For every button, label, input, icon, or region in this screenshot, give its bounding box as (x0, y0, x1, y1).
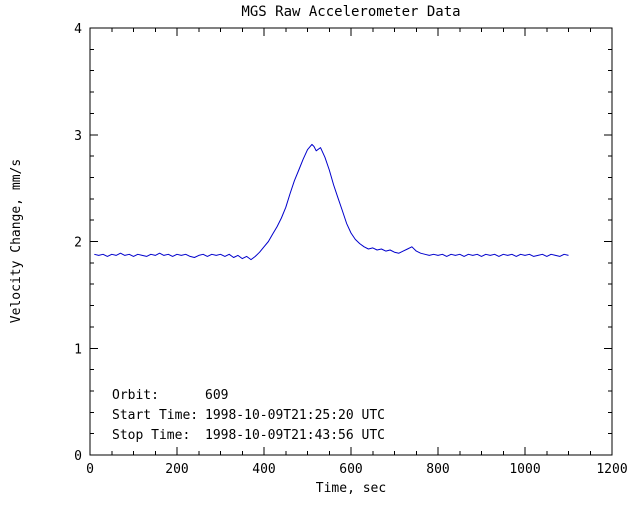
velocity-change-line (94, 143, 569, 261)
axes: 0 200 400 600 800 1000 1200 0 1 2 3 4 (74, 22, 627, 477)
y-tick-label: 2 (74, 236, 82, 251)
start-time-value: 1998-10-09T21:25:20 UTC (205, 408, 385, 423)
x-tick-label: 800 (426, 462, 449, 477)
stop-time-value: 1998-10-09T21:43:56 UTC (205, 428, 385, 443)
orbit-value: 609 (205, 388, 228, 403)
x-tick-label: 600 (339, 462, 362, 477)
y-tick-label: 0 (74, 449, 82, 464)
y-axis-label: Velocity Change, mm/s (9, 159, 24, 323)
y-tick-label: 1 (74, 342, 82, 357)
data-series (94, 143, 569, 261)
stop-time-label: Stop Time: (112, 428, 190, 443)
start-time-label: Start Time: (112, 408, 198, 423)
x-tick-label: 400 (252, 462, 275, 477)
orbit-label: Orbit: (112, 388, 159, 403)
x-axis-label: Time, sec (316, 481, 386, 496)
y-tick-label: 4 (74, 22, 82, 37)
y-tick-label: 3 (74, 129, 82, 144)
chart-title: MGS Raw Accelerometer Data (241, 4, 460, 20)
annotations: Orbit: 609 Start Time: 1998-10-09T21:25:… (112, 388, 385, 443)
x-tick-label: 1000 (509, 462, 540, 477)
plot-border (89, 27, 613, 456)
x-tick-label: 1200 (596, 462, 627, 477)
x-tick-label: 0 (86, 462, 94, 477)
x-tick-label: 200 (165, 462, 188, 477)
